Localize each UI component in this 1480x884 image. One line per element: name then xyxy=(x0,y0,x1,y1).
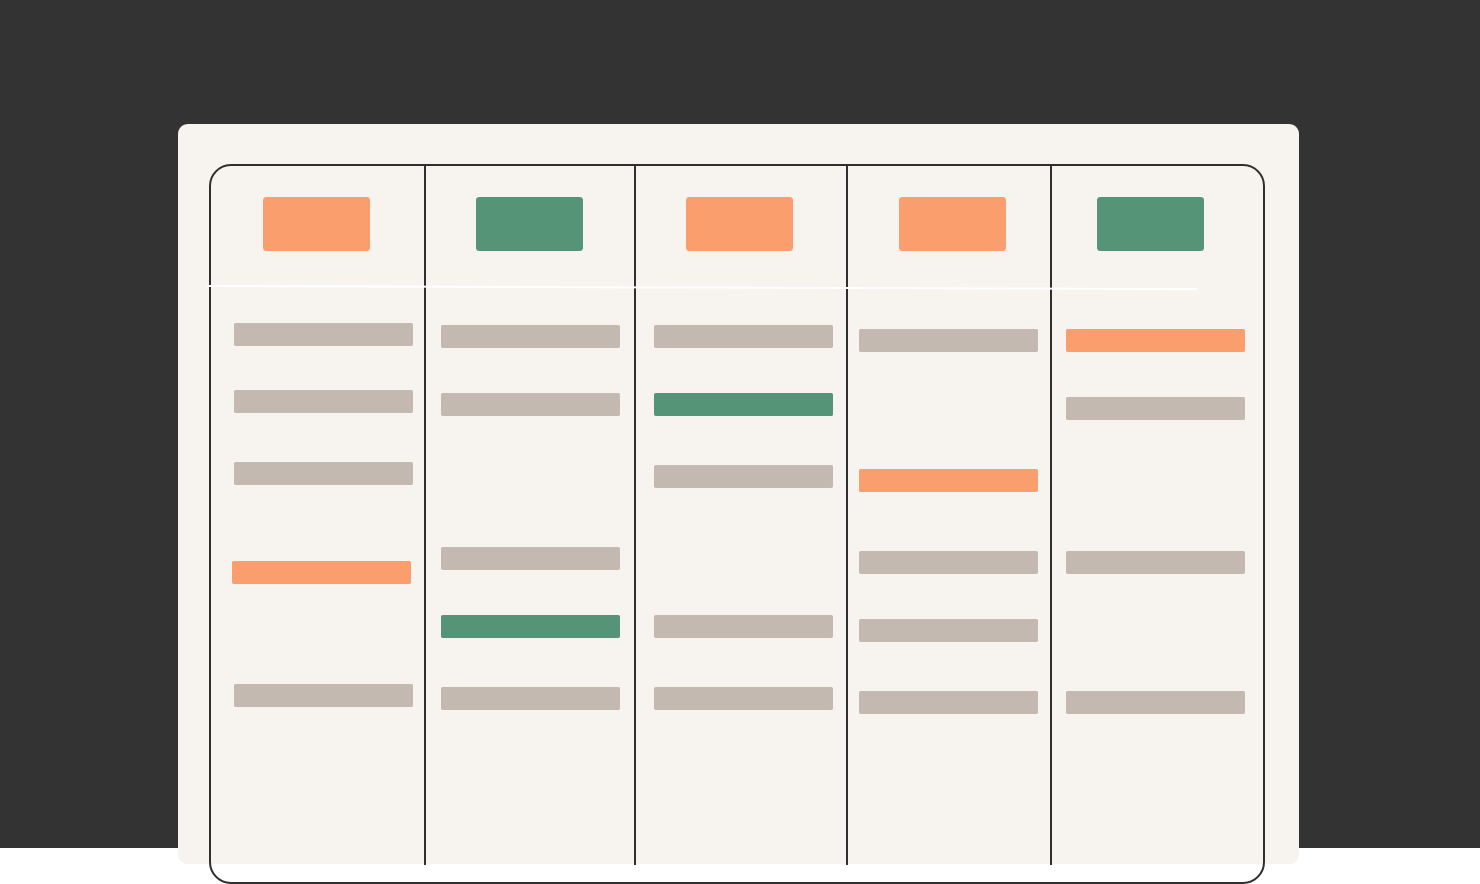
task-card[interactable] xyxy=(859,691,1038,714)
task-card[interactable] xyxy=(234,684,413,707)
task-card[interactable] xyxy=(1066,397,1245,420)
task-card[interactable] xyxy=(441,547,620,570)
task-card[interactable] xyxy=(234,462,413,485)
column-divider xyxy=(634,165,636,865)
task-card[interactable] xyxy=(654,325,833,348)
column-divider xyxy=(424,165,426,865)
task-card[interactable] xyxy=(441,687,620,710)
column-4-header-tag[interactable] xyxy=(899,197,1006,251)
task-card[interactable] xyxy=(859,329,1038,352)
task-card[interactable] xyxy=(234,390,413,413)
task-card[interactable] xyxy=(441,393,620,416)
column-divider xyxy=(846,165,848,865)
task-card[interactable] xyxy=(859,619,1038,642)
task-card[interactable] xyxy=(441,325,620,348)
task-card[interactable] xyxy=(654,465,833,488)
task-card[interactable] xyxy=(1066,329,1245,352)
task-card[interactable] xyxy=(441,615,620,638)
task-card[interactable] xyxy=(234,323,413,346)
task-card[interactable] xyxy=(654,615,833,638)
column-3-header-tag[interactable] xyxy=(686,197,793,251)
kanban-board xyxy=(209,164,1265,884)
task-card[interactable] xyxy=(232,561,411,584)
task-card[interactable] xyxy=(1066,551,1245,574)
task-card[interactable] xyxy=(859,469,1038,492)
task-card[interactable] xyxy=(654,393,833,416)
task-card[interactable] xyxy=(1066,691,1245,714)
column-5-header-tag[interactable] xyxy=(1097,197,1204,251)
column-1-header-tag[interactable] xyxy=(263,197,370,251)
task-card[interactable] xyxy=(859,551,1038,574)
column-2-header-tag[interactable] xyxy=(476,197,583,251)
column-divider xyxy=(1050,165,1052,865)
task-card[interactable] xyxy=(654,687,833,710)
